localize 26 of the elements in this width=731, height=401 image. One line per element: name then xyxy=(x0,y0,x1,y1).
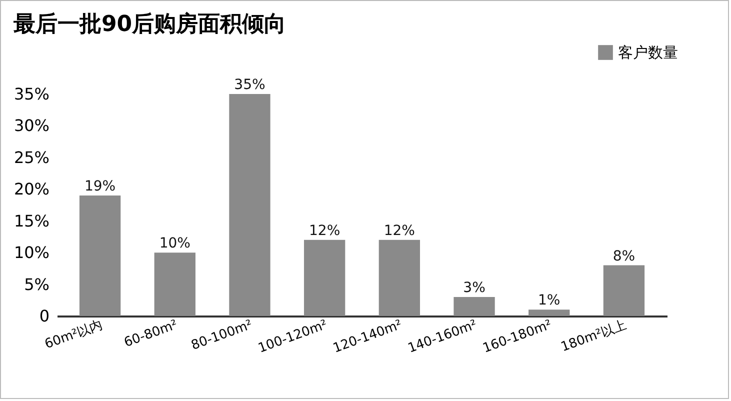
data-label: 19% xyxy=(84,178,116,194)
y-tick-label: 0 xyxy=(39,306,50,326)
data-label: 8% xyxy=(612,248,636,264)
y-tick-label: 25% xyxy=(14,148,50,167)
data-label: 35% xyxy=(234,77,266,93)
bar xyxy=(79,195,121,316)
data-label: 3% xyxy=(463,280,486,296)
y-tick-label: 20% xyxy=(14,180,50,199)
data-label: 1% xyxy=(538,292,560,309)
bar xyxy=(378,240,420,316)
data-label: 10% xyxy=(159,236,190,252)
bar xyxy=(454,296,495,316)
legend-label: 客户数量 xyxy=(618,44,678,62)
bar xyxy=(304,240,346,316)
y-tick-label: 10% xyxy=(14,243,50,262)
bar xyxy=(603,265,645,316)
y-tick-label: 5% xyxy=(24,274,50,294)
y-tick-label: 15% xyxy=(14,211,50,230)
bar xyxy=(154,252,196,316)
data-label: 12% xyxy=(384,222,415,239)
data-label: 12% xyxy=(309,222,340,239)
bar xyxy=(528,310,570,316)
chart-title: 最后一批90后购房面积倾向 xyxy=(12,11,286,37)
y-tick-label: 30% xyxy=(14,116,50,136)
bar xyxy=(229,94,270,316)
y-tick-label: 35% xyxy=(14,84,50,104)
